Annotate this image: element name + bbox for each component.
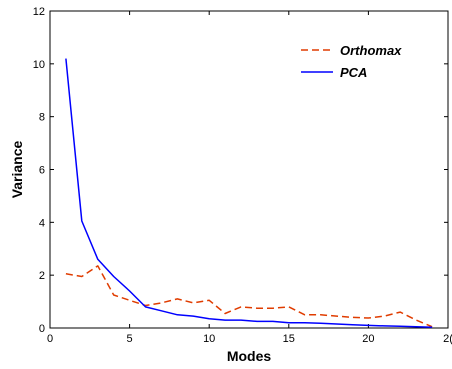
y-tick-label: 6 [39, 165, 45, 177]
series-line-orthomax [65, 265, 433, 328]
y-tick-label: 2 [39, 270, 45, 282]
x-tick-label: 2( [443, 333, 452, 345]
x-tick-label: 10 [203, 333, 215, 345]
legend-box [291, 37, 419, 83]
y-tick-label: 4 [39, 217, 45, 229]
x-tick-label: 15 [283, 333, 295, 345]
legend-label-orthomax: Orthomax [340, 43, 402, 58]
series-line-pca [65, 58, 433, 328]
x-axis-title: Modes [227, 348, 272, 364]
legend: Orthomax PCA [291, 37, 419, 83]
y-tick-label: 0 [39, 323, 45, 335]
series-lines [65, 58, 433, 328]
y-tick-label: 8 [39, 112, 45, 124]
x-tick-label: 0 [47, 333, 53, 345]
legend-label-pca: PCA [340, 65, 367, 80]
x-tick-label: 5 [127, 333, 133, 345]
y-axis-title: Variance [9, 140, 25, 198]
y-tick-label: 10 [33, 59, 45, 71]
axis-ticks: 0 5 10 15 20 2( 0 2 4 6 8 10 12 [33, 6, 452, 345]
y-tick-label: 12 [33, 6, 45, 18]
x-tick-label: 20 [362, 333, 374, 345]
